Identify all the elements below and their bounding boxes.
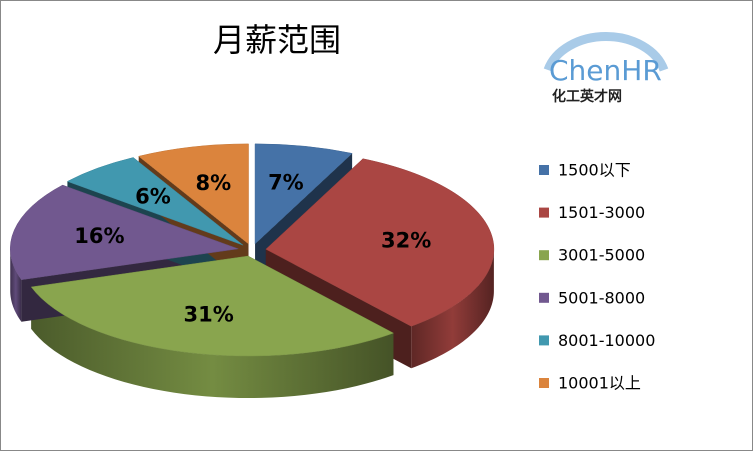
logo-arc [543, 32, 669, 72]
slice-side [10, 248, 22, 322]
slice-side [411, 249, 494, 369]
data-label: 16% [74, 224, 124, 248]
slice [265, 158, 495, 327]
data-label: 6% [135, 184, 171, 208]
slice [66, 157, 244, 246]
slice [254, 143, 353, 245]
slice [9, 184, 239, 280]
legend-swatch [539, 292, 549, 303]
legend-swatch [539, 165, 549, 175]
data-label: 32% [381, 228, 431, 252]
chart-title: 月薪范围 [213, 21, 341, 59]
legend-swatch [539, 250, 549, 261]
legend-label: 1500以下 [558, 161, 631, 180]
pie: 7% 32% 31% 16% 6% 8% [9, 143, 495, 399]
slice [138, 143, 249, 245]
legend-swatch [539, 378, 549, 388]
slice-side [31, 286, 394, 399]
legend-swatch [539, 335, 549, 346]
legend-label: 10001以上 [558, 374, 641, 393]
data-label: 8% [196, 171, 232, 195]
legend-label: 3001-5000 [558, 246, 645, 265]
logo-subtitle: 化工英才网 [552, 88, 622, 105]
legend-label: 8001-10000 [558, 331, 655, 350]
legend-swatch [539, 207, 549, 218]
data-label: 7% [268, 170, 304, 194]
slice [30, 255, 395, 357]
logo-text: ChenHR [549, 54, 662, 87]
legend-label: 5001-8000 [558, 288, 645, 307]
legend-label: 1501-3000 [558, 203, 645, 222]
data-label: 31% [184, 303, 234, 327]
legend: 1500以下 1501-3000 3001-5000 5001-8000 8001-10… [539, 161, 655, 393]
